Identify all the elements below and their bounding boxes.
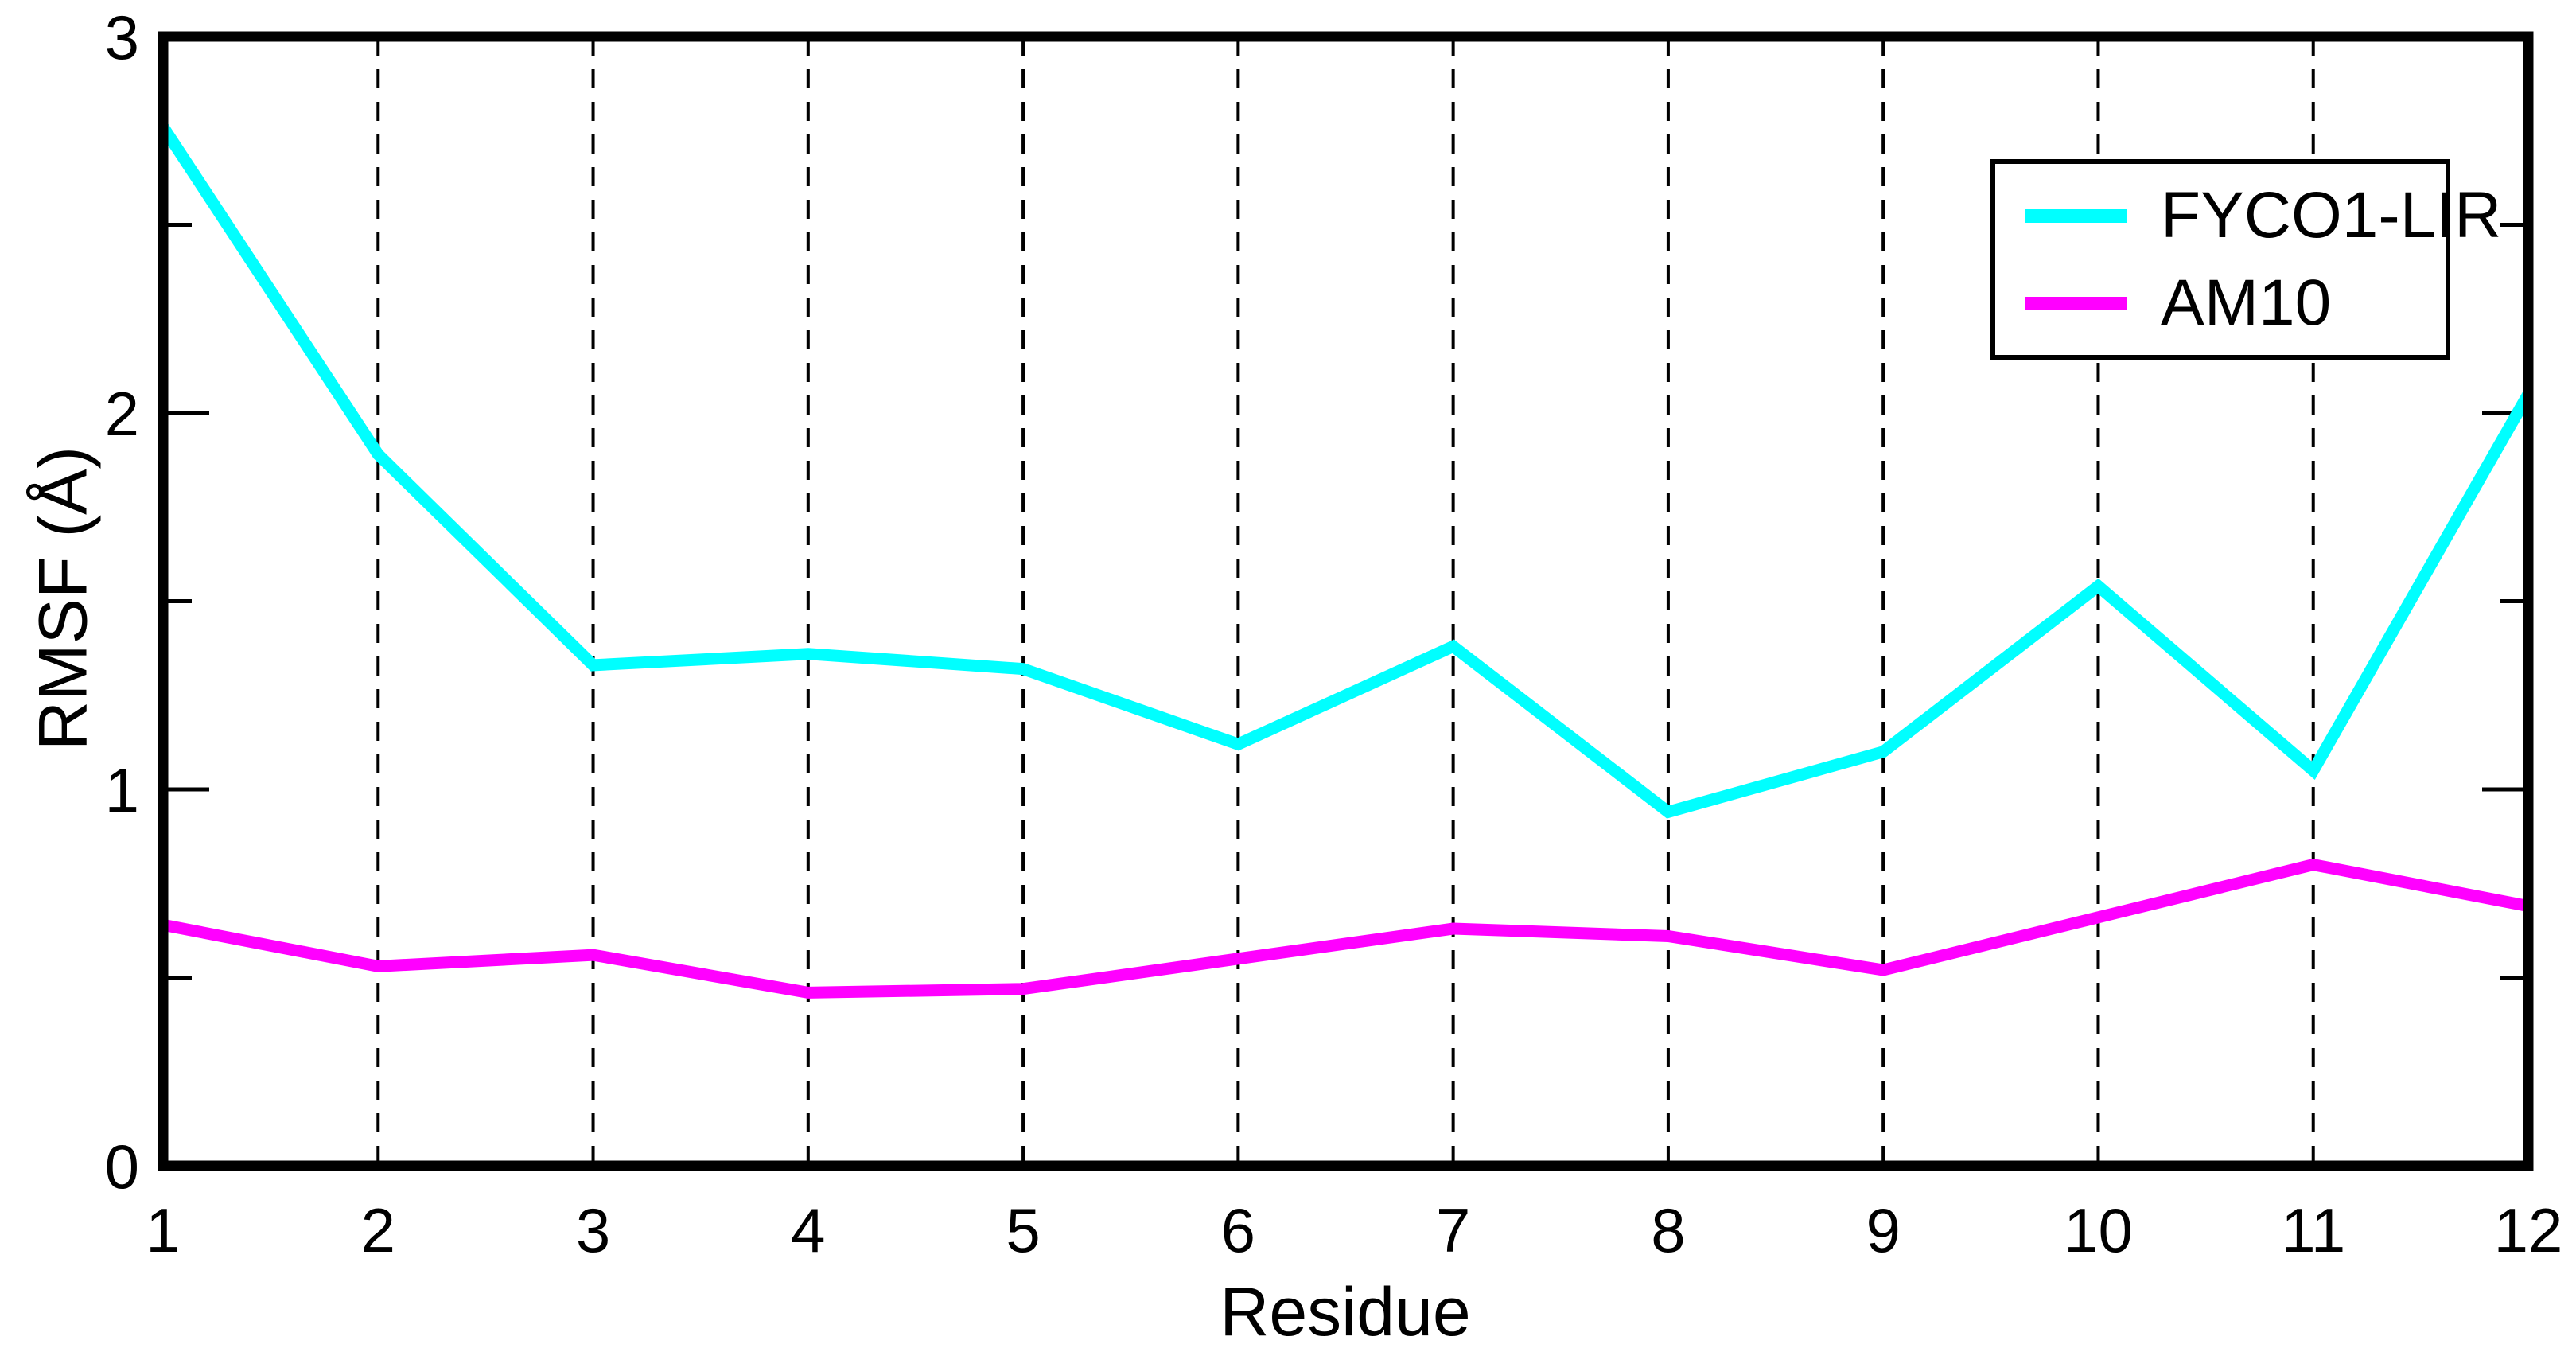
x-tick-labels: 1 2 3 4 5 6 7 8 9 10 11 12	[146, 1195, 2562, 1265]
x-tick-label-2: 2	[361, 1195, 395, 1265]
y-tick-label-1: 1	[105, 755, 139, 825]
x-tick-label-9: 9	[1866, 1195, 1900, 1265]
x-tick-label-11: 11	[2281, 1195, 2345, 1265]
x-tick-label-12: 12	[2494, 1195, 2563, 1265]
series-line-am10	[161, 858, 2530, 999]
y-tick-label-2: 2	[105, 379, 139, 449]
y-tick-labels: 0 1 2 3	[105, 2, 139, 1202]
legend: FYCO1-LIR AM10	[1990, 159, 2501, 360]
x-tick-label-6: 6	[1221, 1195, 1255, 1265]
x-tick-label-10: 10	[2064, 1195, 2133, 1265]
legend-swatch-am10	[2025, 296, 2127, 310]
x-tick-label-8: 8	[1651, 1195, 1685, 1265]
y-tick-label-0: 0	[105, 1132, 139, 1202]
legend-label-am10: AM10	[2161, 267, 2332, 339]
x-tick-label-5: 5	[1006, 1195, 1040, 1265]
y-tick-label-3: 3	[105, 2, 139, 72]
x-tick-label-4: 4	[791, 1195, 825, 1265]
legend-label-fyco1-lir: FYCO1-LIR	[2161, 179, 2502, 251]
x-axis-label: Residue	[1220, 1274, 1471, 1348]
legend-item-fyco1-lir: FYCO1-LIR	[2025, 183, 2501, 248]
x-tick-label-3: 3	[576, 1195, 610, 1265]
series-line-fyco1-lir	[158, 123, 2534, 819]
gridlines	[376, 37, 2315, 1166]
y-axis-label: RMSF (Å)	[25, 446, 102, 751]
plot-border	[158, 31, 2534, 1171]
x-tick-label-1: 1	[146, 1195, 180, 1265]
legend-item-am10: AM10	[2025, 271, 2446, 336]
legend-swatch-fyco1-lir	[2025, 208, 2127, 223]
x-tick-label-7: 7	[1436, 1195, 1470, 1265]
